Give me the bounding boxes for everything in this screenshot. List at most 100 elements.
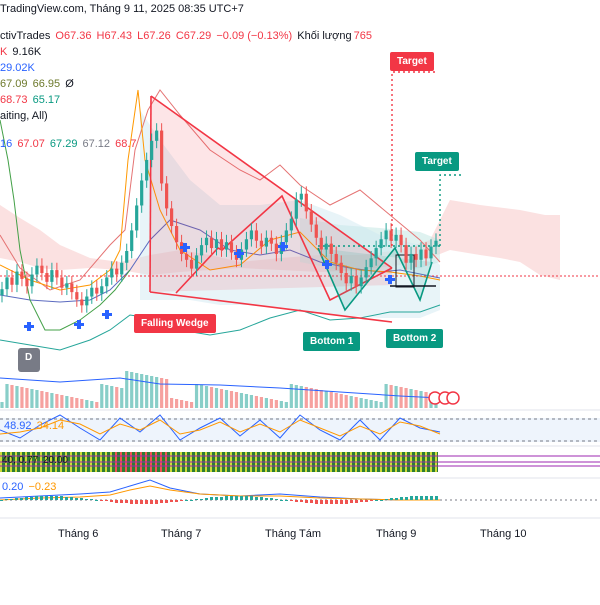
candle-body (244, 239, 249, 250)
volume-bar (304, 387, 308, 408)
candle-body (25, 278, 29, 287)
volume-bar (339, 394, 343, 408)
macd-bar (150, 500, 153, 504)
candle-body (160, 130, 164, 184)
candle-body (184, 253, 189, 260)
candle-body (254, 230, 259, 241)
volume-bar (60, 395, 64, 408)
macd-bar (300, 500, 303, 502)
target-red-label[interactable]: Target (390, 52, 434, 71)
macd-bar (425, 496, 428, 500)
candle-body (404, 245, 408, 263)
candle-body (204, 237, 209, 246)
volume-bar (100, 384, 104, 408)
macd-bar (110, 500, 113, 502)
macd-bar (20, 498, 23, 500)
volume-bar (140, 374, 144, 408)
volume-bar (105, 385, 109, 408)
row3: 29.02K (0, 62, 35, 74)
candle-body (264, 237, 268, 247)
row7: 16 67.07 67.29 67.12 68.7 (0, 138, 137, 150)
candle-body (394, 234, 398, 241)
candle-body (399, 234, 403, 246)
volume-bar (170, 398, 174, 408)
macd-bar (275, 499, 278, 500)
falling-wedge-label[interactable]: Falling Wedge (134, 314, 216, 333)
volume-bar (214, 388, 219, 408)
candle-body (269, 237, 273, 244)
macd-bar (125, 500, 128, 503)
candle-body (299, 193, 303, 200)
volume-bar (294, 385, 298, 408)
volume-bar (90, 401, 94, 408)
candle-body (339, 262, 343, 274)
candle-body (434, 240, 438, 247)
x-tick-4: Tháng 10 (480, 528, 527, 540)
candle-body (259, 240, 264, 247)
bottom-2-label[interactable]: Bottom 2 (386, 329, 444, 348)
macd-bar (385, 499, 388, 500)
volume-bar (125, 371, 129, 408)
change-value: −0.09 (−0.13%) (216, 30, 293, 42)
target-green-label[interactable]: Target (415, 152, 459, 171)
candle-body (5, 277, 9, 290)
volume-bar (174, 399, 179, 408)
volume-bar (135, 373, 139, 408)
volume-bar (120, 388, 124, 408)
candle-body (229, 242, 234, 253)
volume-bar (234, 392, 239, 408)
volume-bar (309, 388, 313, 408)
macd-bar (50, 496, 53, 500)
volume-bar (15, 386, 19, 408)
volume-bar (25, 388, 29, 408)
volume-bar (389, 385, 393, 408)
dividend-marker-label[interactable]: D (25, 352, 33, 363)
candle-body (424, 249, 428, 259)
volume-bar (85, 400, 89, 408)
volume-bar (110, 386, 114, 408)
macd-values: 0.20 −0.23 (2, 481, 57, 493)
candle-body (120, 262, 124, 275)
candle-body (384, 230, 388, 240)
volume-bar (155, 377, 159, 408)
volume-bar (404, 388, 408, 408)
macd-bar (390, 498, 393, 500)
macd-bar (225, 496, 228, 500)
volume-bar (344, 395, 348, 408)
volume-bar (40, 391, 44, 408)
macd-bar (135, 500, 138, 504)
event-flags (428, 391, 460, 405)
candle-body (284, 230, 288, 243)
candle-body (15, 271, 19, 285)
open-value: O67.36 (55, 30, 92, 42)
bottom-1-label[interactable]: Bottom 1 (303, 332, 361, 351)
macd-bar (200, 499, 203, 500)
volume-bar (254, 396, 259, 408)
volume-value: 765 (353, 30, 372, 42)
candle-body (334, 253, 338, 263)
row5: 68.73 65.17 (0, 94, 61, 106)
candle-body (234, 252, 239, 260)
candle-body (135, 205, 139, 231)
volume-bar (364, 399, 368, 408)
macd-bar (30, 497, 33, 500)
candle-body (294, 199, 298, 219)
stochastic-panel (0, 414, 600, 442)
candle-body (0, 289, 4, 296)
macd-bar (210, 497, 213, 500)
macd-bar (205, 498, 208, 500)
macd-bar (320, 500, 323, 504)
volume-bar (334, 393, 338, 408)
candle-body (85, 296, 89, 306)
candle-body (40, 265, 44, 274)
volume-bar (115, 387, 119, 408)
volume-bar (35, 390, 39, 408)
candle-body (65, 283, 69, 288)
volume-bar (224, 390, 229, 408)
candle-body (130, 230, 134, 251)
candle-body (45, 273, 49, 282)
x-tick-3: Tháng 9 (376, 528, 417, 540)
candle-body (224, 242, 229, 250)
volume-bar (414, 390, 418, 408)
